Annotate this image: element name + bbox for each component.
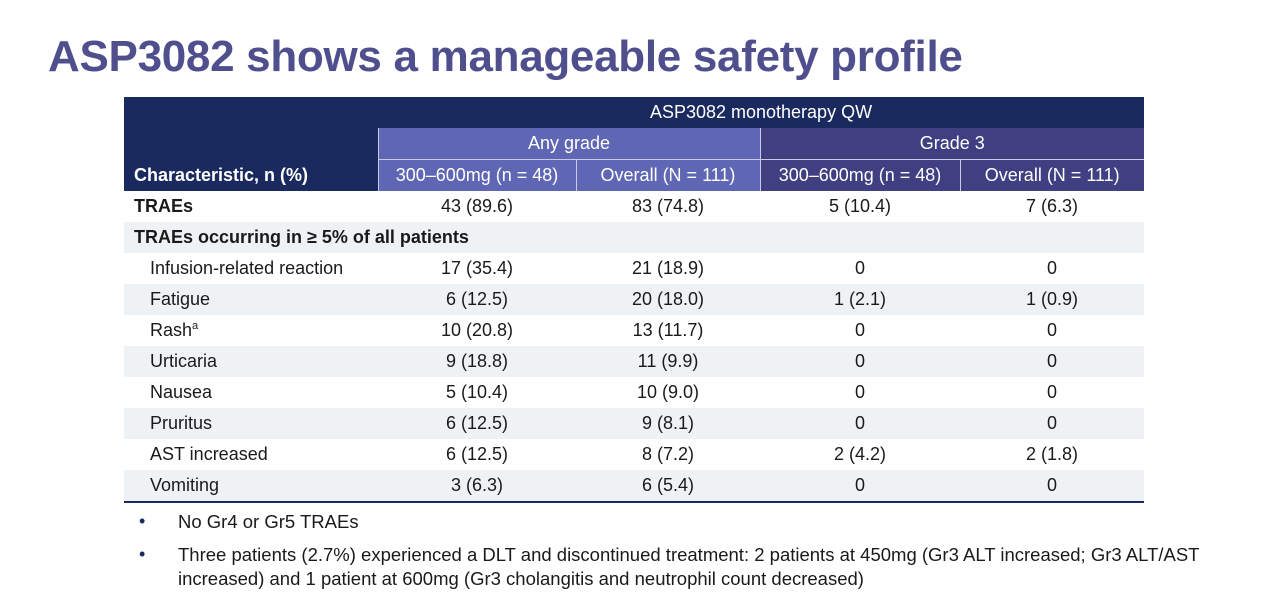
table-cell: 0 xyxy=(960,470,1144,503)
row-label: Vomiting xyxy=(124,470,378,503)
row-label: Pruritus xyxy=(124,408,378,439)
column-header: Overall (N = 111) xyxy=(575,159,760,191)
table-cell: 3 (6.3) xyxy=(378,470,576,503)
table-cell: 1 (0.9) xyxy=(960,284,1144,315)
group-header: ASP3082 monotherapy QW xyxy=(378,97,1144,128)
table-row: Pruritus 6 (12.5) 9 (8.1) 0 0 xyxy=(124,408,1144,439)
row-label-text: Vomiting xyxy=(150,475,220,495)
table-cell: 0 xyxy=(760,408,960,439)
row-label: Fatigue xyxy=(124,284,378,315)
table-cell: 10 (20.8) xyxy=(440,320,514,340)
safety-table: Characteristic, n (%) ASP3082 monotherap… xyxy=(124,97,1144,503)
column-header: Overall (N = 111) xyxy=(959,159,1144,191)
table-cell: 0 xyxy=(854,320,865,340)
table-cell: 0 xyxy=(760,470,960,503)
table-cell: 6 (5.4) xyxy=(576,470,760,503)
row-label-text: Fatigue xyxy=(150,289,211,309)
table-cell: 7 (6.3) xyxy=(1025,196,1079,216)
table-row-traes: TRAEs 43 (89.6) 83 (74.8) 5 (10.4) 7 (6.… xyxy=(124,191,1144,222)
table-cell: 6 (12.5) xyxy=(378,408,576,439)
bullet-item: • Three patients (2.7%) experienced a DL… xyxy=(134,543,1262,591)
table-section-row: TRAEs occurring in ≥ 5% of all patients xyxy=(124,222,1144,253)
adverse-event-rows: Infusion-related reaction 17 (35.4) 21 (18… xyxy=(124,253,1144,503)
row-label-text: AST increased xyxy=(150,444,268,464)
table-cell: 6 (12.5) xyxy=(378,284,576,315)
table-cell: 2 (1.8) xyxy=(1025,444,1079,464)
table-cell: 0 xyxy=(854,382,865,402)
table-row: AST increased 6 (12.5) 8 (7.2) 2 (4.2) 2 (1.… xyxy=(124,439,1144,470)
table-cell: 8 (7.2) xyxy=(641,444,695,464)
row-label-text: Urticaria xyxy=(150,351,218,371)
row-label-text: Infusion-related reaction xyxy=(150,258,344,278)
bullet-text: No Gr4 or Gr5 TRAEs xyxy=(178,511,359,532)
table-cell: 20 (18.0) xyxy=(576,284,760,315)
table-cell: 9 (18.8) xyxy=(378,346,576,377)
row-label: Urticaria xyxy=(124,346,378,377)
row-label-text: Rash xyxy=(150,320,193,340)
table-row: Vomiting 3 (6.3) 6 (5.4) 0 0 xyxy=(124,470,1144,503)
table-cell: 21 (18.9) xyxy=(631,258,705,278)
bullet-dot-icon: • xyxy=(139,544,146,564)
table-cell: 13 (11.7) xyxy=(632,320,704,340)
table-row: Urticaria 9 (18.8) 11 (9.9) 0 0 xyxy=(124,346,1144,377)
table-cell: 0 xyxy=(960,346,1144,377)
table-cell: 0 xyxy=(1046,258,1057,278)
row-label: Nausea xyxy=(124,377,378,408)
row-label: Rasha xyxy=(124,315,378,346)
bullet-dot-icon: • xyxy=(139,511,146,531)
column-header: 300–600mg (n = 48) xyxy=(759,159,960,191)
row-label: Infusion-related reaction xyxy=(124,253,378,284)
table-row: Fatigue 6 (12.5) 20 (18.0) 1 (2.1) 1 (0.9) xyxy=(124,284,1144,315)
table-cell: 83 (74.8) xyxy=(631,196,705,216)
table-cell: 9 (8.1) xyxy=(576,408,760,439)
table-cell: 0 xyxy=(760,346,960,377)
table-row: Nausea 5 (10.4) 10 (9.0) 0 0 xyxy=(124,377,1144,408)
table-cell: 1 (2.1) xyxy=(760,284,960,315)
table-cell: 0 xyxy=(854,258,865,278)
table-row: Infusion-related reaction 17 (35.4) 21 (18… xyxy=(124,253,1144,284)
table-cell: 11 (9.9) xyxy=(576,346,760,377)
row-label: AST increased xyxy=(124,439,378,470)
row-label-text: Pruritus xyxy=(150,413,213,433)
table-row: Rasha 10 (20.8) 13 (11.7) 0 0 xyxy=(124,315,1144,346)
table-cell: 0 xyxy=(1046,320,1057,340)
footnote-marker: a xyxy=(192,320,199,332)
bullet-list: • No Gr4 or Gr5 TRAEs • Three patients (… xyxy=(134,510,1262,600)
table-cell: 5 (10.4) xyxy=(828,196,892,216)
slide-title: ASP3082 shows a manageable safety profil… xyxy=(48,32,963,81)
table-cell: 43 (89.6) xyxy=(440,196,514,216)
row-label-text: Nausea xyxy=(150,382,213,402)
table-cell: 2 (4.2) xyxy=(833,444,887,464)
characteristic-header: Characteristic, n (%) xyxy=(124,97,378,191)
bullet-item: • No Gr4 or Gr5 TRAEs xyxy=(134,510,1262,534)
table-cell: 17 (35.4) xyxy=(440,258,514,278)
row-label: TRAEs xyxy=(134,196,194,216)
table-cell: 5 (10.4) xyxy=(445,382,509,402)
bullet-text: Three patients (2.7%) experienced a DLT … xyxy=(178,544,1200,589)
table-cell: 0 xyxy=(1046,382,1057,402)
table-cell: 0 xyxy=(960,408,1144,439)
column-header: 300–600mg (n = 48) xyxy=(377,159,576,191)
table-cell: 6 (12.5) xyxy=(445,444,509,464)
subgroup-grade-3: Grade 3 xyxy=(759,128,1144,160)
section-label: TRAEs occurring in ≥ 5% of all patients xyxy=(124,222,1144,253)
subgroup-any-grade: Any grade xyxy=(377,128,760,160)
table-cell: 10 (9.0) xyxy=(636,382,700,402)
